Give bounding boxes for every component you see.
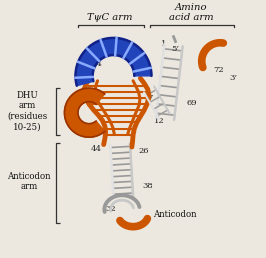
Text: 72: 72 [214, 67, 224, 75]
Text: 5’: 5’ [171, 45, 179, 53]
Text: 32: 32 [105, 206, 116, 214]
Text: 38: 38 [142, 182, 153, 190]
Text: Amino
acid arm: Amino acid arm [169, 3, 214, 22]
Text: 56: 56 [73, 73, 84, 81]
Text: 1: 1 [161, 40, 167, 48]
Text: 20: 20 [64, 112, 74, 120]
Text: 54: 54 [91, 60, 102, 68]
Text: 7: 7 [148, 94, 153, 102]
Text: 26: 26 [139, 147, 149, 155]
Text: TψC arm: TψC arm [87, 13, 132, 22]
Text: 64: 64 [122, 44, 132, 52]
Text: 44: 44 [91, 146, 102, 154]
Polygon shape [64, 88, 105, 137]
Text: DHU
arm
(residues
10-25): DHU arm (residues 10-25) [7, 91, 48, 131]
Text: 69: 69 [187, 99, 197, 107]
Text: Anticodon
arm: Anticodon arm [7, 172, 51, 191]
Text: 3’: 3’ [229, 74, 237, 82]
Polygon shape [76, 38, 151, 86]
Text: Anticodon: Anticodon [153, 210, 196, 219]
Text: 12: 12 [154, 117, 165, 125]
